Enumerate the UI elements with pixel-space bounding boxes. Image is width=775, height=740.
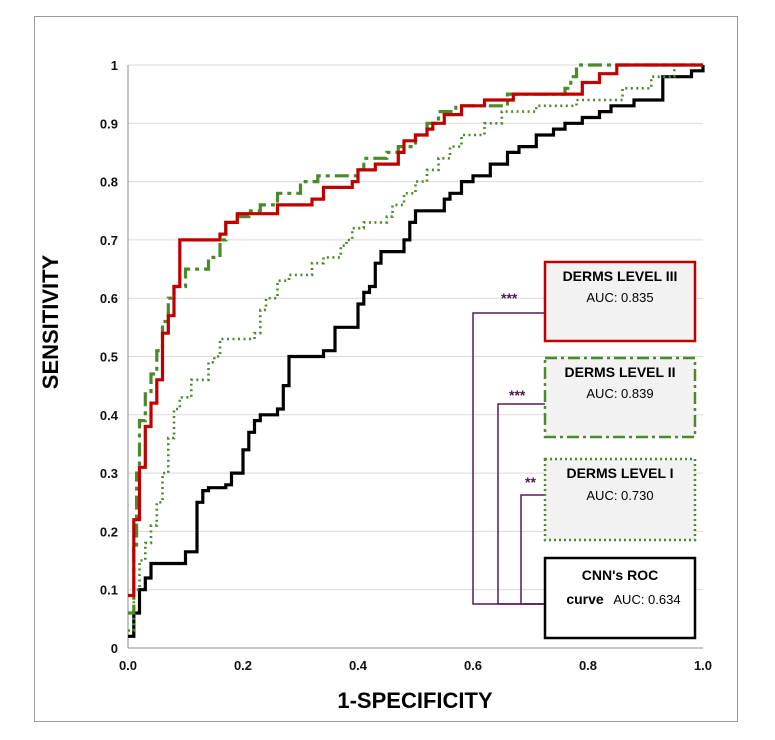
y-tick-label: 0.7 xyxy=(100,233,118,248)
significance-bracket xyxy=(520,494,545,605)
tick-labels: 0 0.1 0.2 0.3 0.4 0.5 0.6 0.7 0.8 0.9 1 0.0 0.2 0.4 0.… xyxy=(100,58,712,673)
legend-box-derms-level-i: DERMS LEVEL I AUC: 0.730 xyxy=(543,457,697,542)
significance-stars: *** xyxy=(509,387,526,403)
roc-curve-cnn-s-roc-curve xyxy=(128,65,705,638)
legend-title-level-i: DERMS LEVEL I xyxy=(566,465,673,481)
legend-auc-level-ii: AUC: 0.839 xyxy=(586,386,653,401)
y-axis-title: SENSITIVITY xyxy=(38,254,63,389)
y-tick-label: 0.1 xyxy=(100,583,118,598)
y-tick-label: 0.2 xyxy=(100,524,118,539)
x-tick-label: 0.6 xyxy=(464,658,482,673)
roc-curve-derms-level-ii xyxy=(128,63,703,615)
roc-curves xyxy=(128,63,705,638)
y-tick-label: 0.3 xyxy=(100,466,118,481)
x-tick-label: 0.4 xyxy=(349,658,368,673)
x-axis-title: 1-SPECIFICITY xyxy=(337,688,493,713)
y-tick-label: 0.4 xyxy=(100,408,119,423)
axes xyxy=(127,65,703,649)
legend-title-cnn-line1: CNN's ROC xyxy=(582,567,658,583)
y-tick-label: 0.5 xyxy=(100,350,118,365)
y-tick-label: 0.9 xyxy=(100,116,118,131)
legend-auc-level-iii: AUC: 0.835 xyxy=(586,290,653,305)
x-tick-label: 1.0 xyxy=(694,658,712,673)
y-tick-label: 1 xyxy=(111,58,118,73)
legend-title-level-ii: DERMS LEVEL II xyxy=(565,364,676,380)
legend-box-derms-level-ii: DERMS LEVEL II AUC: 0.839 xyxy=(543,356,697,439)
significance-brackets: ******** xyxy=(472,290,545,605)
legend-box-cnn: CNN's ROC curve AUC: 0.634 xyxy=(543,556,697,640)
x-tick-label: 0.0 xyxy=(119,658,137,673)
legend-auc-cnn: AUC: 0.634 xyxy=(613,592,680,607)
legend-auc-level-i: AUC: 0.730 xyxy=(586,488,653,503)
x-tick-label: 0.2 xyxy=(234,658,252,673)
significance-stars: ** xyxy=(525,474,536,490)
significance-stars: *** xyxy=(501,290,518,306)
y-tick-label: 0 xyxy=(111,641,118,656)
legend-box-derms-level-iii: DERMS LEVEL III AUC: 0.835 xyxy=(543,260,697,343)
y-tick-label: 0.6 xyxy=(100,291,118,306)
roc-curve-derms-level-i xyxy=(128,63,703,632)
legend-title-level-iii: DERMS LEVEL III xyxy=(563,268,678,284)
legend-title-cnn-line2: curve xyxy=(566,591,604,607)
roc-curve-derms-level-iii xyxy=(128,63,703,598)
y-tick-label: 0.8 xyxy=(100,175,118,190)
x-tick-label: 0.8 xyxy=(579,658,597,673)
